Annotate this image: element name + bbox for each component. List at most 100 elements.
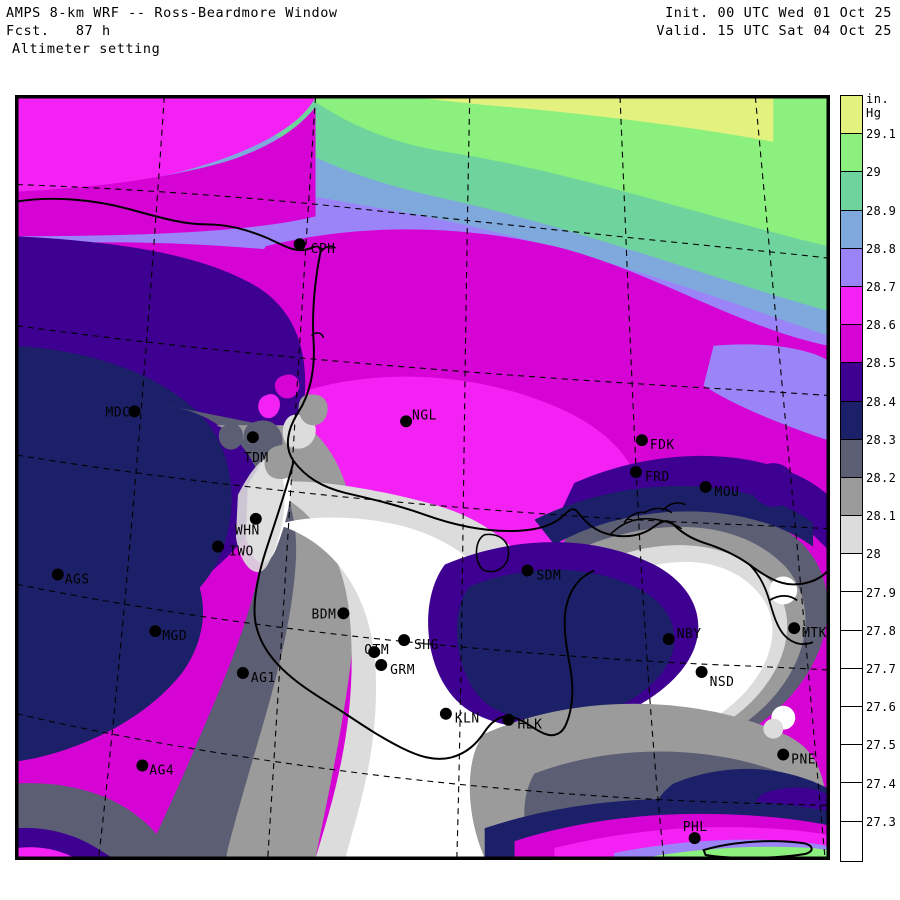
colorbar-tick: 28.1	[866, 509, 897, 524]
colorbar-swatch	[841, 363, 862, 402]
station-marker[interactable]	[212, 540, 224, 553]
station-marker[interactable]	[249, 512, 262, 525]
station-label: WHN	[235, 524, 260, 539]
colorbar-swatch	[841, 516, 862, 555]
colorbar-tick: 28.7	[866, 280, 897, 294]
station-label: CPH	[311, 242, 336, 257]
station-marker[interactable]	[246, 431, 259, 444]
colorbar-tick: 28.5	[866, 356, 897, 371]
colorbar-tick: 28.9	[866, 203, 897, 218]
station-label: HLK	[518, 718, 543, 733]
station-label: MOU	[715, 485, 740, 500]
station-label: SHG	[414, 638, 439, 653]
station-label: IWO	[229, 545, 254, 560]
colorbar-tick: 27.4	[866, 776, 897, 791]
station-label: OTM	[364, 643, 389, 658]
station-label: MGD	[162, 629, 187, 644]
station-label: MTK	[802, 626, 827, 641]
colorbar-swatch	[841, 439, 862, 478]
station-label: BDM	[312, 607, 337, 622]
forecast-hour-label: Fcst. 87 h	[6, 23, 111, 39]
colorbar-tick: 27.7	[866, 662, 897, 676]
contour-map: CPH MDC TDM NGL FDK FRD MOU WHN IWO AGS SDM BDM MGD N…	[17, 97, 828, 858]
colorbar-swatch	[841, 477, 862, 517]
model-title: AMPS 8-km WRF -- Ross-Beardmore Window	[6, 5, 338, 21]
station-label: SDM	[536, 568, 561, 583]
colorbar-tick-labels: 29.1 29 28.9 28.8 28.7 28.6 28.5 28.4 28.3 28.2 28…	[866, 95, 900, 875]
field-name-label: Altimeter setting	[12, 41, 161, 57]
station-marker[interactable]	[699, 480, 712, 493]
colorbar-swatch	[841, 554, 862, 593]
station-marker[interactable]	[236, 667, 249, 679]
colorbar-tick: 27.3	[866, 814, 897, 829]
station-marker[interactable]	[398, 634, 411, 647]
colorbar-swatch	[841, 707, 862, 746]
colorbar-tick: 27.8	[866, 623, 897, 638]
station-marker[interactable]	[662, 633, 675, 646]
station-marker[interactable]	[788, 622, 801, 635]
colorbar-swatch	[841, 210, 862, 249]
colorbar-tick: 28	[866, 547, 882, 562]
station-marker[interactable]	[51, 568, 64, 581]
station-label: AG1	[251, 671, 276, 686]
station-label: AG4	[149, 763, 174, 778]
station-label: FDK	[650, 438, 675, 453]
station-marker[interactable]	[629, 466, 642, 478]
station-marker[interactable]	[502, 713, 515, 726]
colorbar-swatch	[841, 745, 862, 784]
colorbar-unit-label: in. Hg	[866, 92, 890, 120]
station-layer: CPH MDC TDM NGL FDK FRD MOU WHN IWO AGS SDM BDM MGD N…	[51, 238, 827, 845]
station-marker[interactable]	[293, 238, 306, 251]
station-marker[interactable]	[688, 832, 701, 845]
station-label: GRM	[390, 663, 415, 678]
colorbar-swatch	[841, 592, 862, 631]
colorbar-tick: 28.8	[866, 241, 897, 256]
station-label: NSD	[710, 675, 735, 690]
station-marker[interactable]	[136, 759, 149, 772]
station-marker[interactable]	[128, 405, 141, 418]
station-label: NBY	[677, 627, 702, 642]
station-label: PHL	[683, 820, 708, 835]
colorbar-swatch	[841, 668, 862, 707]
station-marker[interactable]	[521, 564, 534, 577]
colorbar-swatch	[841, 783, 862, 822]
station-marker[interactable]	[635, 434, 648, 447]
init-time-label: Init. 00 UTC Wed 01 Oct 25	[665, 5, 892, 21]
station-marker[interactable]	[149, 625, 162, 638]
colorbar-swatch	[841, 325, 862, 364]
colorbar-tick: 29	[866, 165, 882, 180]
colorbar-tick: 28.6	[866, 318, 897, 333]
colorbar-tick: 27.5	[866, 738, 897, 753]
colorbar-swatch	[841, 630, 862, 669]
colorbar-swatch	[841, 248, 862, 287]
station-marker[interactable]	[400, 415, 413, 428]
colorbar-tick: 28.2	[866, 471, 897, 485]
station-label: FRD	[645, 470, 670, 485]
station-marker[interactable]	[368, 646, 381, 659]
station-marker[interactable]	[777, 748, 790, 761]
colorbar-swatch	[841, 286, 862, 326]
colorbar-tick: 28.3	[866, 432, 897, 447]
colorbar-tick: 28.4	[866, 394, 897, 409]
valid-time-label: Valid. 15 UTC Sat 04 Oct 25	[656, 23, 892, 39]
colorbar-swatch	[841, 401, 862, 440]
colorbar-tick: 27.6	[866, 700, 897, 715]
station-marker[interactable]	[439, 707, 452, 720]
station-marker[interactable]	[337, 607, 350, 620]
station-label: NGL	[412, 408, 437, 423]
colorbar[interactable]	[840, 95, 863, 862]
colorbar-tick: 27.9	[866, 585, 897, 600]
colorbar-swatch	[841, 96, 862, 135]
colorbar-swatch	[841, 172, 862, 211]
station-label: PNE	[791, 752, 816, 767]
station-label: AGS	[65, 572, 90, 587]
map-panel[interactable]: CPH MDC TDM NGL FDK FRD MOU WHN IWO AGS SDM BDM MGD N…	[15, 95, 830, 860]
station-marker[interactable]	[375, 659, 388, 671]
station-label: KLN	[455, 712, 480, 727]
station-label: MDC	[106, 405, 131, 420]
colorbar-swatch	[841, 821, 862, 860]
station-marker[interactable]	[695, 666, 708, 678]
colorbar-tick: 29.1	[866, 127, 897, 142]
colorbar-swatch	[841, 134, 862, 173]
